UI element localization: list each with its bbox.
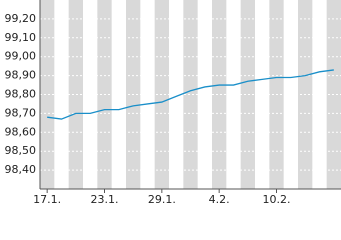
y-tick-label: 98,50 [5, 144, 37, 157]
y-tick-label: 99,10 [5, 31, 37, 44]
day-stripe [183, 0, 198, 189]
y-tick-label: 98,90 [5, 69, 37, 82]
y-tick-label: 98,60 [5, 125, 37, 138]
day-stripe [40, 0, 55, 189]
x-tick-label: 10.2. [263, 193, 291, 206]
day-stripe [212, 0, 227, 189]
y-tick-label: 99,20 [5, 12, 37, 25]
y-tick-label: 98,40 [5, 163, 37, 176]
x-tick-label: 4.2. [209, 193, 230, 206]
y-tick-label: 98,70 [5, 106, 37, 119]
day-stripe [240, 0, 255, 189]
y-tick-label: 98,80 [5, 88, 37, 101]
day-stripe [68, 0, 83, 189]
y-tick-label: 99,00 [5, 50, 37, 63]
x-tick-label: 29.1. [148, 193, 176, 206]
x-tick-label: 17.1. [33, 193, 61, 206]
price-line [47, 69, 334, 120]
x-tick-label: 23.1. [91, 193, 119, 206]
chart: 98,40 98,50 98,60 98,70 98,80 98,90 99,00 99,10… [5, 0, 341, 206]
